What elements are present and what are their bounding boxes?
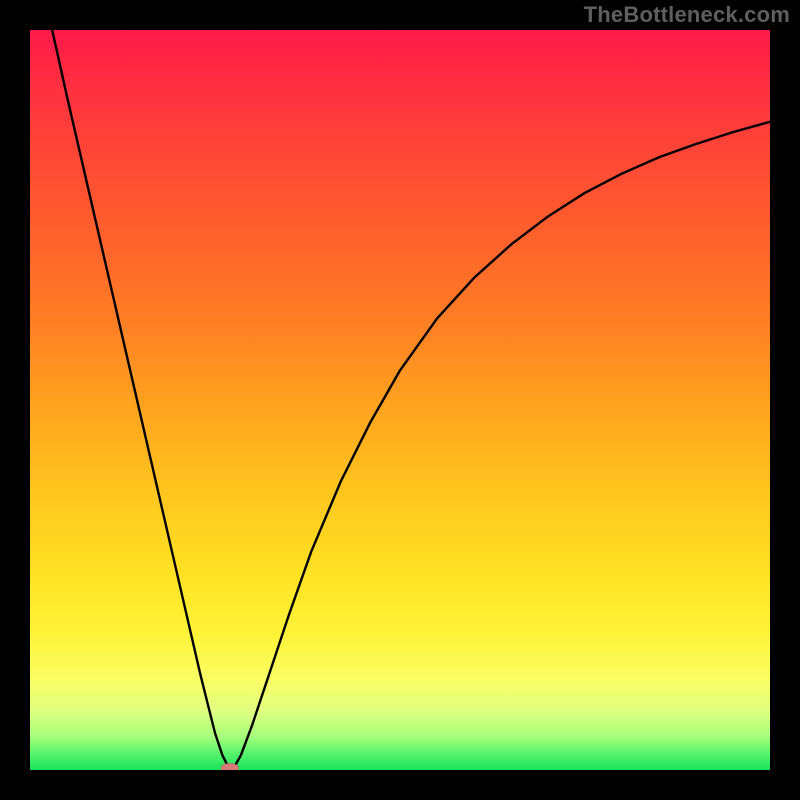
minimum-marker (221, 763, 239, 770)
bottleneck-curve-chart (30, 30, 770, 770)
watermark-text: TheBottleneck.com (584, 2, 790, 28)
gradient-background (30, 30, 770, 770)
chart-container (30, 30, 770, 770)
